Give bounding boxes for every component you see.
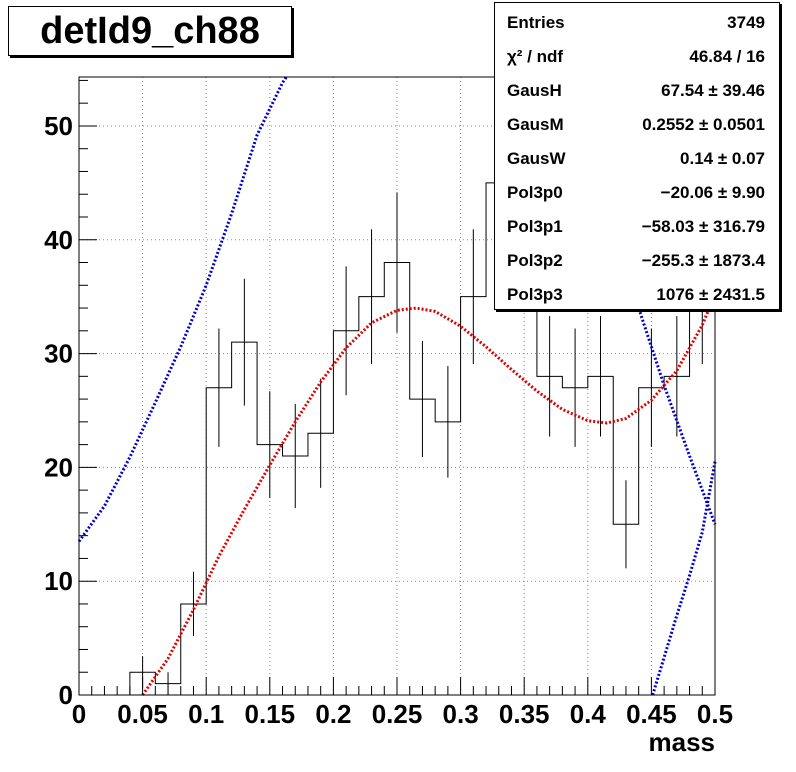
histogram-outline <box>79 182 716 696</box>
stat-value: 46.84 / 16 <box>689 47 765 66</box>
stat-value: 1076 ± 2431.5 <box>656 285 765 304</box>
histogram-title: detId9_ch88 <box>40 10 260 52</box>
y-tick-label: 40 <box>44 225 73 255</box>
stat-label: Entries <box>507 13 565 32</box>
stats-box: Entries 3749 χ² / ndf 46.84 / 16 GausH 6… <box>494 2 780 310</box>
x-tick-label: 0.25 <box>372 699 423 729</box>
stat-label: Pol3p0 <box>507 183 563 202</box>
y-tick-label: 30 <box>44 339 73 369</box>
stat-label: Pol3p2 <box>507 251 563 270</box>
stat-row-pol3p0: Pol3p0 −20.06 ± 9.90 <box>507 179 765 207</box>
stat-value: −255.3 ± 1873.4 <box>641 251 765 270</box>
stat-label: Pol3p1 <box>507 217 563 236</box>
x-tick-label: 0.05 <box>117 699 168 729</box>
axis-layer: 0 0.05 0.1 0.15 0.2 0.25 0.3 0.35 0.4 0.45 0.5 0 10 2… <box>44 76 733 757</box>
x-tick-label: 0.45 <box>626 699 677 729</box>
stat-row-pol3p3: Pol3p3 1076 ± 2431.5 <box>507 281 765 309</box>
histogram-title-box: detId9_ch88 <box>8 6 292 56</box>
stat-label: GausW <box>507 149 566 168</box>
stat-row-gausw: GausW 0.14 ± 0.07 <box>507 145 765 173</box>
histogram-layer <box>79 106 716 696</box>
x-tick-label: 0.2 <box>315 699 351 729</box>
x-tick-label: 0.3 <box>443 699 479 729</box>
x-tick-label: 0.35 <box>499 699 550 729</box>
x-tick-label: 0 <box>72 699 86 729</box>
stat-label: GausH <box>507 81 562 100</box>
x-tick-label: 0.1 <box>188 699 224 729</box>
stat-row-entries: Entries 3749 <box>507 9 765 37</box>
y-tick-label: 10 <box>44 566 73 596</box>
x-tick-label: 0.5 <box>697 699 733 729</box>
stat-row-pol3p1: Pol3p1 −58.03 ± 316.79 <box>507 213 765 241</box>
x-axis-title: mass <box>649 727 716 757</box>
stat-value: 67.54 ± 39.46 <box>661 81 765 100</box>
stat-label: GausM <box>507 115 564 134</box>
stat-value: −58.03 ± 316.79 <box>641 217 765 236</box>
stat-value: 0.2552 ± 0.0501 <box>642 115 765 134</box>
x-tick-label: 0.15 <box>244 699 295 729</box>
stat-row-chi2: χ² / ndf 46.84 / 16 <box>507 43 765 71</box>
total-fit-curve <box>141 293 717 696</box>
stat-label: χ² / ndf <box>507 47 564 66</box>
y-tick-label: 0 <box>59 680 73 710</box>
stat-value: 3749 <box>727 13 765 32</box>
stat-row-pol3p2: Pol3p2 −255.3 ± 1873.4 <box>507 247 765 275</box>
stat-row-gaush: GausH 67.54 ± 39.46 <box>507 77 765 105</box>
stat-row-gausm: GausM 0.2552 ± 0.0501 <box>507 111 765 139</box>
fit-layer <box>77 76 717 696</box>
y-tick-label: 50 <box>44 111 73 141</box>
x-tick-label: 0.4 <box>570 699 607 729</box>
stat-value: 0.14 ± 0.07 <box>680 149 765 168</box>
y-tick-label: 20 <box>44 452 73 482</box>
stat-label: Pol3p3 <box>507 285 563 304</box>
stat-value: −20.06 ± 9.90 <box>660 183 765 202</box>
background-fit-curve <box>77 76 717 696</box>
